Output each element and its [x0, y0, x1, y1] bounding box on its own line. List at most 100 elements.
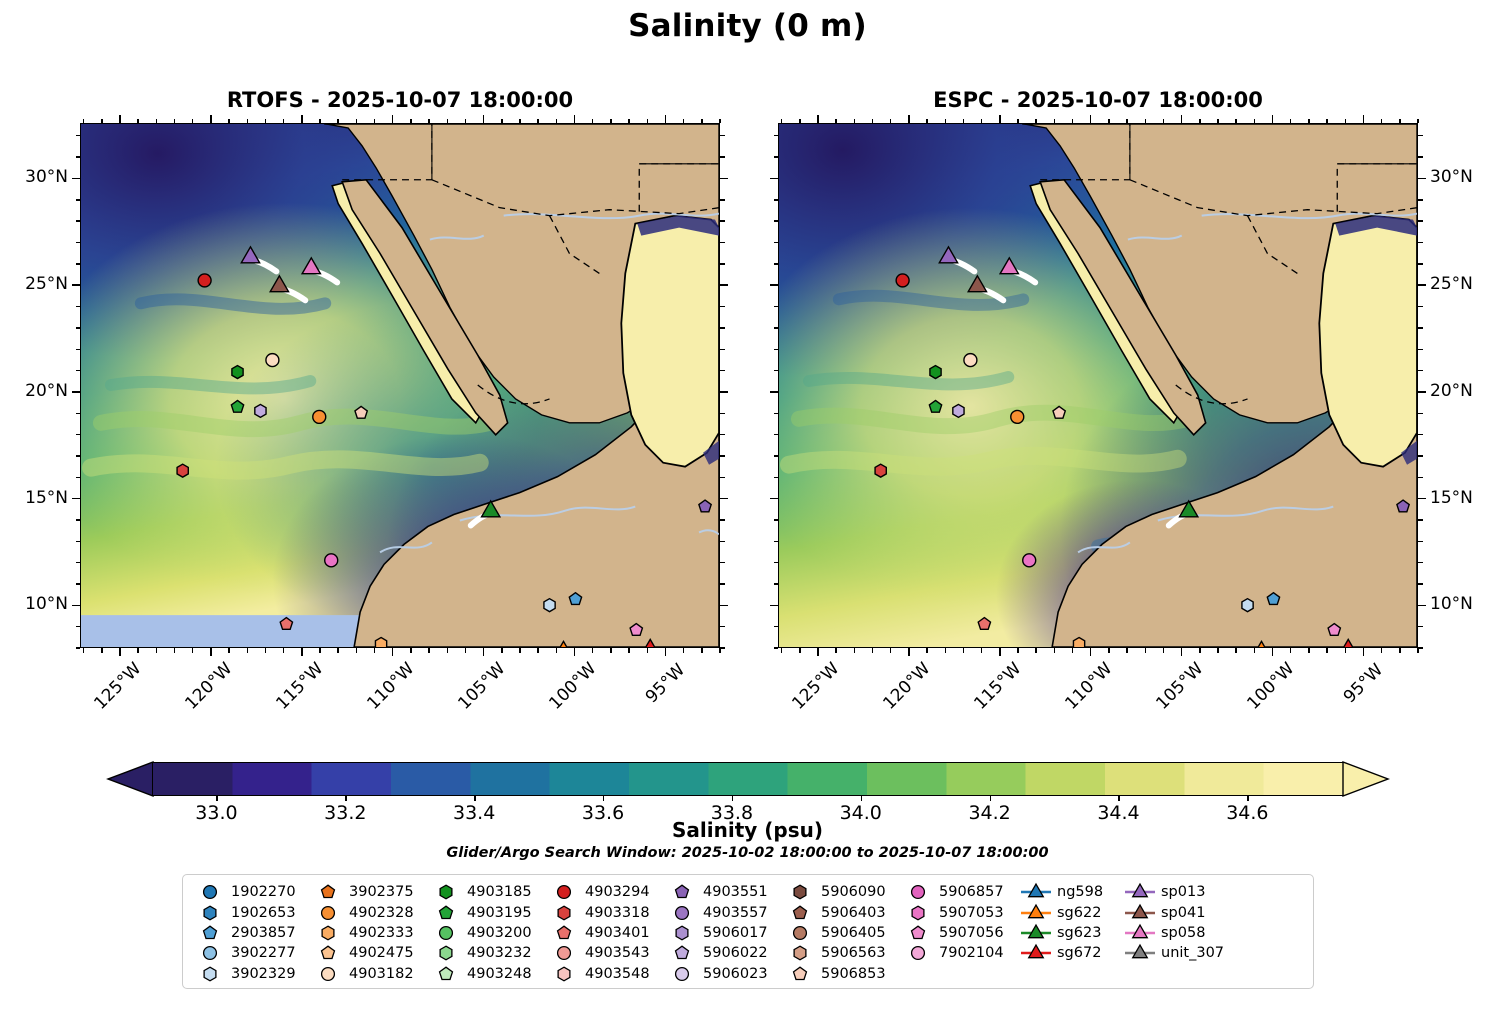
marker-glyph[interactable] — [998, 256, 1020, 275]
marker-glyph[interactable] — [963, 352, 978, 368]
marker-sp058[interactable] — [300, 256, 341, 286]
legend-item-sg622[interactable]: sg622 — [1019, 902, 1123, 922]
marker-glyph[interactable] — [1327, 622, 1342, 637]
marker-sg622[interactable] — [544, 640, 573, 648]
marker-glyph[interactable] — [977, 616, 992, 631]
marker-glyph[interactable] — [231, 364, 244, 380]
marker-glyph[interactable] — [312, 409, 327, 425]
legend-item-4903557[interactable]: 4903557 — [665, 902, 783, 922]
legend-item-4903232[interactable]: 4903232 — [429, 943, 547, 963]
marker-5906022[interactable] — [254, 403, 267, 419]
legend-item-ng598[interactable]: ng598 — [1019, 882, 1123, 902]
marker-sg622[interactable] — [1242, 640, 1271, 648]
marker-2903857[interactable] — [1266, 591, 1281, 606]
legend-item-unit_307[interactable]: unit_307 — [1123, 943, 1227, 963]
legend-item-5906403[interactable]: 5906403 — [783, 902, 901, 922]
legend-item-sp041[interactable]: sp041 — [1123, 902, 1227, 922]
marker-glyph[interactable] — [1241, 597, 1254, 613]
marker-glyph[interactable] — [1252, 640, 1270, 648]
legend-item-4903548[interactable]: 4903548 — [547, 964, 665, 984]
marker-glyph[interactable] — [895, 273, 910, 288]
marker-glyph[interactable] — [1178, 499, 1200, 518]
legend-item-sg672[interactable]: sg672 — [1019, 943, 1123, 963]
marker-sp013[interactable] — [938, 245, 978, 275]
legend-item-5906853[interactable]: 5906853 — [783, 964, 901, 984]
colorbar[interactable]: 33.0 33.2 33.4 33.6 33.8 34.0 34.2 34.4 34.6 — [106, 760, 1390, 824]
marker-glyph[interactable] — [1010, 409, 1025, 425]
marker-glyph[interactable] — [240, 245, 261, 264]
legend-item-5906857[interactable]: 5906857 — [901, 882, 1019, 902]
marker-glyph[interactable] — [300, 256, 322, 275]
marker-4903195[interactable] — [230, 399, 245, 413]
marker-5907056[interactable] — [629, 622, 644, 637]
legend-item-4902328[interactable]: 4902328 — [311, 902, 429, 922]
marker-glyph[interactable] — [1339, 638, 1357, 648]
marker-5907053[interactable] — [1022, 553, 1037, 568]
marker-glyph[interactable] — [197, 273, 212, 288]
marker-glyph[interactable] — [952, 403, 965, 419]
legend-item-4902475[interactable]: 4902475 — [311, 943, 429, 963]
marker-glyph[interactable] — [268, 274, 290, 293]
marker-4903195[interactable] — [928, 399, 943, 413]
marker-4903294[interactable] — [197, 273, 212, 288]
legend-item-5906022[interactable]: 5906022 — [665, 943, 783, 963]
marker-glyph[interactable] — [874, 463, 887, 478]
marker-4902333[interactable] — [374, 636, 388, 648]
legend-item-4903401[interactable]: 4903401 — [547, 923, 665, 943]
legend-item-4903551[interactable]: 4903551 — [665, 882, 783, 902]
marker-2903857[interactable] — [568, 591, 583, 606]
legend-item-5907053[interactable]: 5907053 — [901, 902, 1019, 922]
legend-item-3902329[interactable]: 3902329 — [193, 964, 311, 984]
observation-markers-espc[interactable] — [779, 124, 1417, 647]
legend-item-7902104[interactable]: 7902104 — [901, 943, 1019, 963]
marker-sp041[interactable] — [966, 274, 1007, 304]
marker-glyph[interactable] — [1266, 591, 1281, 606]
marker-sg672[interactable] — [1339, 638, 1357, 648]
legend-item-5906017[interactable]: 5906017 — [665, 923, 783, 943]
legend-item-5906405[interactable]: 5906405 — [783, 923, 901, 943]
marker-4903182[interactable] — [963, 352, 978, 368]
marker-glyph[interactable] — [374, 636, 388, 648]
legend-item-sp013[interactable]: sp013 — [1123, 882, 1227, 902]
marker-glyph[interactable] — [554, 640, 572, 648]
marker-4903318[interactable] — [874, 463, 887, 478]
legend-item-sp058[interactable]: sp058 — [1123, 923, 1227, 943]
marker-4903185[interactable] — [929, 364, 942, 380]
marker-5906853[interactable] — [354, 405, 369, 419]
marker-sg623[interactable] — [467, 499, 502, 529]
legend-item-4903543[interactable]: 4903543 — [547, 943, 665, 963]
legend-item-2903857[interactable]: 2903857 — [193, 923, 311, 943]
legend-item-4902333[interactable]: 4902333 — [311, 923, 429, 943]
marker-glyph[interactable] — [254, 403, 267, 419]
observation-markers-rtofs[interactable] — [81, 124, 719, 647]
marker-4903182[interactable] — [265, 352, 280, 368]
legend-item-1902653[interactable]: 1902653 — [193, 902, 311, 922]
legend-item-4903195[interactable]: 4903195 — [429, 902, 547, 922]
marker-5906023[interactable] — [698, 499, 713, 513]
legend-item-3902277[interactable]: 3902277 — [193, 943, 311, 963]
legend-item-5906563[interactable]: 5906563 — [783, 943, 901, 963]
legend-item-1902270[interactable]: 1902270 — [193, 882, 311, 902]
marker-glyph[interactable] — [1396, 499, 1411, 513]
marker-4903294[interactable] — [895, 273, 910, 288]
map-panel-espc[interactable] — [778, 123, 1418, 648]
marker-5907056[interactable] — [1327, 622, 1342, 637]
marker-4903401[interactable] — [977, 616, 992, 631]
marker-glyph[interactable] — [938, 245, 959, 264]
marker-glyph[interactable] — [543, 597, 556, 613]
marker-glyph[interactable] — [1022, 553, 1037, 568]
marker-4902328[interactable] — [1010, 409, 1025, 425]
marker-3902329[interactable] — [1241, 597, 1254, 613]
legend-item-4903185[interactable]: 4903185 — [429, 882, 547, 902]
marker-glyph[interactable] — [265, 352, 280, 368]
marker-3902329[interactable] — [543, 597, 556, 613]
marker-glyph[interactable] — [929, 364, 942, 380]
marker-glyph[interactable] — [568, 591, 583, 606]
marker-glyph[interactable] — [966, 274, 988, 293]
marker-glyph[interactable] — [354, 405, 369, 419]
marker-4902333[interactable] — [1072, 636, 1086, 648]
marker-sp058[interactable] — [998, 256, 1039, 286]
legend-item-5906023[interactable]: 5906023 — [665, 964, 783, 984]
marker-sg623[interactable] — [1165, 499, 1200, 529]
marker-glyph[interactable] — [176, 463, 189, 478]
